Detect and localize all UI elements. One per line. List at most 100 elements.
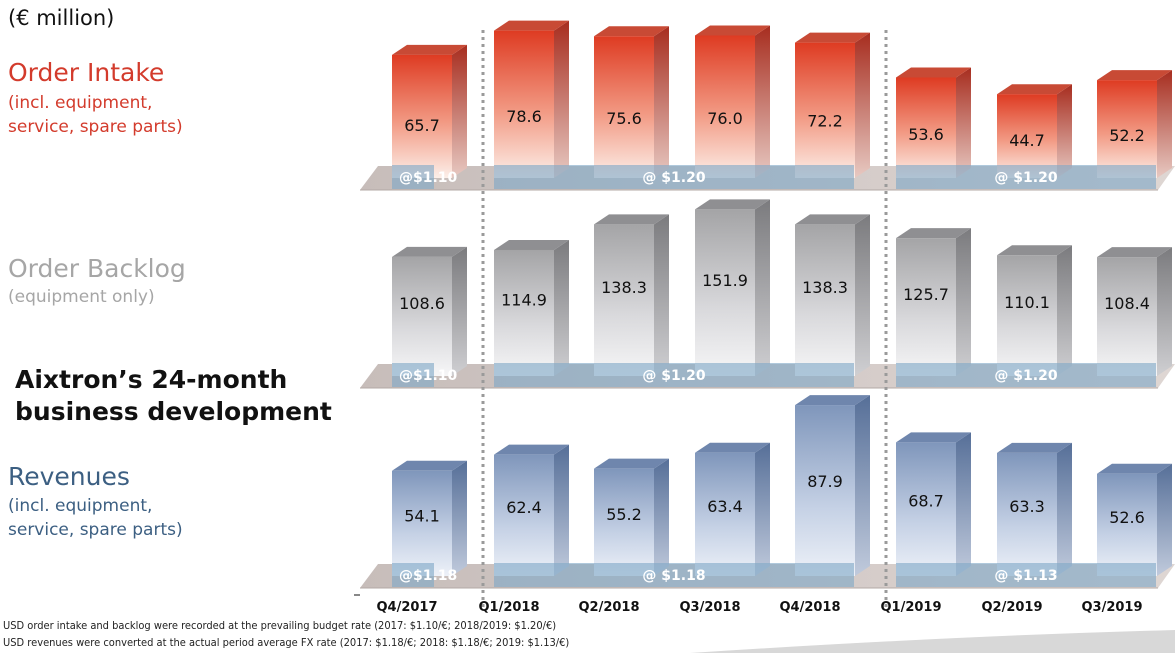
revenues-bar-front-4 — [795, 405, 855, 576]
order-backlog-bar-side-3 — [755, 199, 770, 376]
order-intake-value-label-2: 75.6 — [606, 109, 642, 128]
footnote-2: USD revenues were converted at the actua… — [3, 636, 570, 649]
revenues-bar-front-5 — [896, 442, 956, 576]
order-intake-bar-front-4 — [795, 42, 855, 178]
order-backlog-value-label-5: 125.7 — [903, 285, 949, 304]
revenues-value-label-4: 87.9 — [807, 472, 843, 491]
order-backlog-fx-band-1 — [494, 363, 854, 387]
revenues-value-label-3: 63.4 — [707, 497, 743, 516]
order-intake-fx-band-1 — [494, 165, 854, 189]
order-intake-bar-4: 72.2 — [795, 32, 870, 178]
order-backlog-bar-side-4 — [855, 214, 870, 376]
order-backlog-bar-front-3 — [695, 209, 755, 376]
order-backlog-bar-top-0 — [392, 246, 467, 257]
revenues-panel: 54.1 62.4 55.2 63.4 87.9 68.7 63.3 52.6 @$1.18 @ … — [360, 395, 1175, 589]
revenues-bar-top-1 — [494, 444, 569, 455]
order-backlog-bar-top-7 — [1097, 247, 1172, 258]
order-backlog-bar-front-7 — [1097, 257, 1157, 376]
order-intake-bar-top-6 — [997, 84, 1072, 95]
order-intake-bar-top-2 — [594, 26, 669, 37]
footnote-1: USD order intake and backlog were record… — [3, 619, 557, 632]
revenues-fx-label-0: @$1.18 — [399, 568, 457, 584]
order-intake-bar-front-2 — [594, 36, 654, 178]
order-intake-bar-side-2 — [654, 26, 669, 178]
x-tick-label-2: Q2/2018 — [578, 600, 639, 615]
main-title: Aixtron’s 24-month business development — [15, 364, 332, 428]
order-backlog-bar-2: 138.3 — [594, 214, 669, 376]
order-intake-value-label-6: 44.7 — [1009, 131, 1045, 150]
x-tick-label-5: Q1/2019 — [880, 600, 941, 615]
revenues-bar-top-6 — [997, 442, 1072, 453]
order-backlog-fx-label-0: @$1.10 — [399, 368, 458, 384]
x-tick-label-6: Q2/2019 — [981, 600, 1042, 615]
order-intake-title: Order Intake — [8, 58, 165, 87]
order-intake-subtitle-line-1: (incl. equipment, — [8, 93, 153, 113]
main-title-line-1: Aixtron’s 24-month — [15, 365, 288, 394]
order-intake-bar-side-4 — [855, 32, 870, 178]
revenues-fx-label-2: @ $1.13 — [994, 568, 1057, 584]
order-backlog-bar-side-5 — [956, 228, 971, 376]
order-backlog-bar-top-3 — [695, 199, 770, 210]
revenues-bar-top-7 — [1097, 463, 1172, 474]
revenues-bar-3: 63.4 — [695, 442, 770, 576]
revenues-bar-front-3 — [695, 452, 755, 576]
revenues-subtitle-line-2: service, spare parts) — [8, 520, 183, 540]
order-intake-bar-side-7 — [1157, 70, 1172, 178]
revenues-bar-top-2 — [594, 458, 669, 469]
order-intake-panel: 65.7 78.6 75.6 76.0 72.2 53.6 44.7 52.2 @$1.10 @ … — [360, 20, 1175, 191]
revenues-bar-front-2 — [594, 468, 654, 576]
order-intake-bar-6: 44.7 — [997, 84, 1072, 178]
order-backlog-value-label-6: 110.1 — [1004, 293, 1050, 312]
order-backlog-bar-3: 151.9 — [695, 199, 770, 376]
order-backlog-bar-top-4 — [795, 214, 870, 225]
order-backlog-bar-0: 108.6 — [392, 246, 467, 376]
order-backlog-bar-1: 114.9 — [494, 239, 569, 376]
revenues-bar-2: 55.2 — [594, 458, 669, 576]
revenues-bar-side-7 — [1157, 463, 1172, 576]
x-tick-label-3: Q3/2018 — [679, 600, 740, 615]
revenues-fx-band-0 — [392, 563, 434, 587]
revenues-bar-side-2 — [654, 458, 669, 576]
order-intake-bar-0: 65.7 — [392, 44, 467, 178]
order-intake-bar-top-1 — [494, 20, 569, 31]
revenues-bar-top-0 — [392, 460, 467, 471]
order-intake-bar-front-6 — [997, 94, 1057, 178]
revenues-bar-top-3 — [695, 442, 770, 453]
revenues-bar-0: 54.1 — [392, 460, 467, 576]
order-backlog-value-label-7: 108.4 — [1104, 294, 1150, 313]
order-intake-value-label-3: 76.0 — [707, 109, 743, 128]
revenues-bar-side-1 — [554, 444, 569, 576]
order-intake-bar-front-3 — [695, 35, 755, 178]
order-intake-fx-label-2: @ $1.20 — [994, 170, 1057, 186]
order-intake-bar-side-5 — [956, 67, 971, 178]
order-backlog-bar-top-1 — [494, 239, 569, 250]
revenues-bar-front-0 — [392, 470, 452, 576]
order-intake-bar-3: 76.0 — [695, 25, 770, 178]
order-backlog-bar-top-2 — [594, 214, 669, 225]
order-backlog-value-label-3: 151.9 — [702, 271, 748, 290]
order-intake-bar-side-0 — [452, 44, 467, 178]
order-backlog-bar-top-5 — [896, 228, 971, 239]
order-backlog-value-label-2: 138.3 — [601, 278, 647, 297]
order-intake-fx-label-1: @ $1.20 — [642, 170, 705, 186]
order-intake-value-label-7: 52.2 — [1109, 126, 1145, 145]
revenues-value-label-6: 63.3 — [1009, 497, 1045, 516]
revenues-value-label-5: 68.7 — [908, 492, 944, 511]
order-intake-value-label-5: 53.6 — [908, 125, 944, 144]
x-tick-label-7: Q3/2019 — [1081, 600, 1142, 615]
order-backlog-bar-side-1 — [554, 239, 569, 376]
unit-label: (€ million) — [8, 6, 115, 30]
order-intake-bar-front-7 — [1097, 80, 1157, 178]
revenues-value-label-1: 62.4 — [506, 498, 542, 517]
order-backlog-title: Order Backlog — [8, 254, 186, 283]
revenues-bar-front-7 — [1097, 473, 1157, 576]
revenues-bar-side-3 — [755, 442, 770, 576]
order-intake-value-label-1: 78.6 — [506, 107, 542, 126]
revenues-bar-side-5 — [956, 432, 971, 576]
revenues-bar-5: 68.7 — [896, 432, 971, 576]
revenues-subtitle-line-1: (incl. equipment, — [8, 496, 153, 516]
order-intake-bar-2: 75.6 — [594, 26, 669, 178]
revenues-fx-label-1: @ $1.18 — [642, 568, 705, 584]
order-intake-fx-band-2 — [896, 165, 1156, 189]
